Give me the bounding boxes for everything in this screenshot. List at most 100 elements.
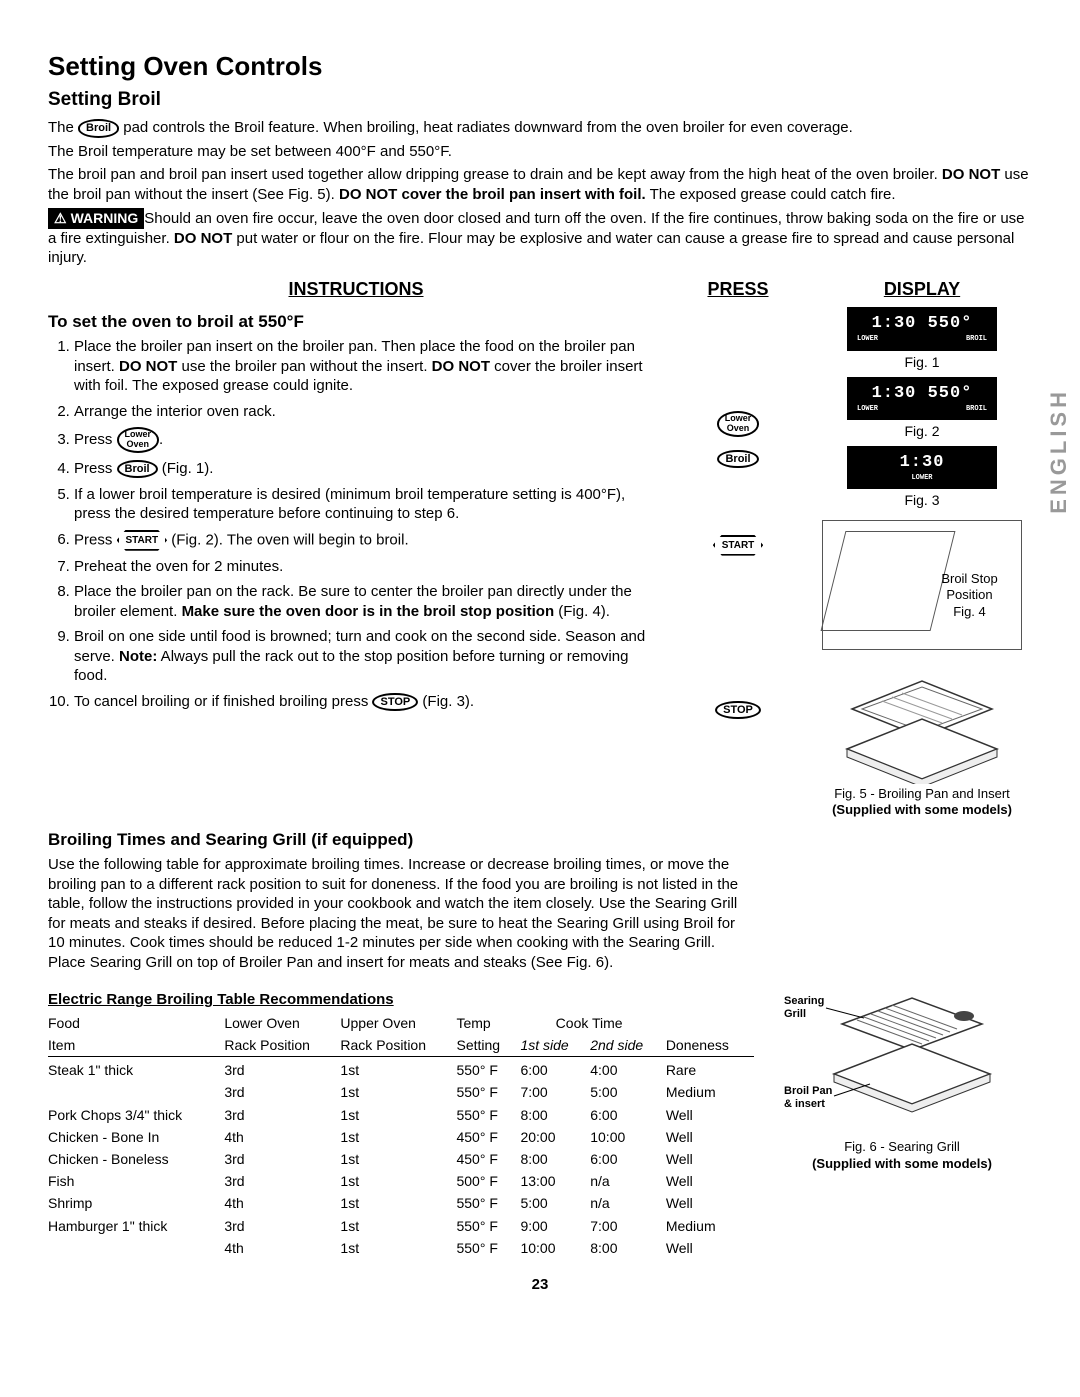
intro-p2: The Broil temperature may be set between… — [48, 142, 1032, 162]
fig6-caption: Fig. 6 - Searing Grill — [772, 1139, 1032, 1156]
table-cell: 3rd — [224, 1170, 340, 1192]
table-row: Pork Chops 3/4" thick3rd1st550° F8:006:0… — [48, 1104, 754, 1126]
intro-p3d: DO NOT cover the broil pan insert with f… — [339, 186, 646, 203]
step-1: Place the broiler pan insert on the broi… — [74, 337, 664, 396]
table-cell: Well — [666, 1170, 754, 1192]
fig4-caption: Fig. 4 — [953, 604, 986, 619]
section-title: Setting Broil — [48, 88, 1032, 113]
s10a: To cancel broiling or if finished broili… — [74, 693, 372, 710]
warning-badge: WARNING — [48, 208, 144, 228]
fig3-caption: Fig. 3 — [812, 491, 1032, 509]
th2-s2: 2nd side — [590, 1034, 666, 1057]
table-cell: 6:00 — [520, 1057, 590, 1082]
table-cell — [48, 1237, 224, 1259]
table-cell: 3rd — [224, 1215, 340, 1237]
s9b: Note: — [119, 648, 157, 665]
table-cell: 1st — [340, 1170, 456, 1192]
table-cell: 3rd — [224, 1104, 340, 1126]
th2-temp: Setting — [456, 1034, 520, 1057]
fig6-pan: Broil Pan — [784, 1085, 833, 1097]
d2-main: 1:30 550° — [851, 383, 993, 405]
fig6-illustration: Searing Grill Broil Pan & insert — [782, 984, 1022, 1134]
press-lower-oven-pad: Lower Oven — [717, 411, 760, 437]
th-lower: Lower Oven — [224, 1012, 340, 1034]
table-cell: 7:00 — [520, 1081, 590, 1103]
table-cell: 5:00 — [590, 1081, 666, 1103]
table-cell: 5:00 — [520, 1192, 590, 1214]
table-cell: 550° F — [456, 1237, 520, 1259]
table-cell: Fish — [48, 1170, 224, 1192]
step-2: Arrange the interior oven rack. — [74, 402, 664, 422]
step-6: Press START (Fig. 2). The oven will begi… — [74, 530, 664, 551]
fig6-grill: Grill — [784, 1008, 806, 1020]
d1-sub-r: BROIL — [966, 335, 987, 344]
table-cell: 550° F — [456, 1057, 520, 1082]
table-row: Hamburger 1" thick3rd1st550° F9:007:00Me… — [48, 1215, 754, 1237]
table-cell: 1st — [340, 1215, 456, 1237]
table-cell: 550° F — [456, 1104, 520, 1126]
s6a: Press — [74, 531, 117, 548]
th2-food: Item — [48, 1034, 224, 1057]
table-cell: 1st — [340, 1237, 456, 1259]
th-food: Food — [48, 1012, 224, 1034]
s1d: DO NOT — [432, 358, 490, 375]
table-row: Chicken - Bone In4th1st450° F20:0010:00W… — [48, 1126, 754, 1148]
press-start-pad: START — [713, 535, 764, 556]
s6b: (Fig. 2). The oven will begin to broil. — [167, 531, 409, 548]
broil-times-heading: Broiling Times and Searing Grill (if equ… — [48, 829, 1032, 851]
warning-block: WARNINGShould an oven fire occur, leave … — [48, 208, 1032, 268]
th2-upper: Rack Position — [340, 1034, 456, 1057]
d1-main: 1:30 550° — [851, 313, 993, 335]
stop-pad-inline: STOP — [372, 693, 418, 711]
table-cell: 1st — [340, 1148, 456, 1170]
fig5-illustration: Fig. 5 - Broiling Pan and Insert (Suppli… — [817, 664, 1027, 820]
press-heading: PRESS — [688, 278, 788, 301]
step-3: Press Lower Oven. — [74, 427, 664, 453]
page-number: 23 — [48, 1275, 1032, 1295]
step-4: Press Broil (Fig. 1). — [74, 459, 664, 479]
table-cell: Chicken - Bone In — [48, 1126, 224, 1148]
d1-sub-l: LOWER — [857, 335, 878, 344]
th2-lower: Rack Position — [224, 1034, 340, 1057]
step-7: Preheat the oven for 2 minutes. — [74, 557, 664, 577]
s4a: Press — [74, 460, 117, 477]
s3a: Press — [74, 431, 117, 448]
s8b: Make sure the oven door is in the broil … — [182, 603, 555, 620]
fig6-searing: Searing — [784, 995, 824, 1007]
table-cell: 1st — [340, 1081, 456, 1103]
table-cell: Hamburger 1" thick — [48, 1215, 224, 1237]
table-cell: 550° F — [456, 1192, 520, 1214]
broil-pad-inline: Broil — [78, 119, 119, 137]
table-row: 3rd1st550° F7:005:00Medium — [48, 1081, 754, 1103]
d2-sub-l: LOWER — [857, 405, 878, 414]
table-title: Electric Range Broiling Table Recommenda… — [48, 990, 754, 1010]
table-cell: 550° F — [456, 1081, 520, 1103]
instruction-list: Place the broiler pan insert on the broi… — [48, 337, 664, 711]
table-cell: Medium — [666, 1081, 754, 1103]
table-cell: 10:00 — [520, 1237, 590, 1259]
english-tab: ENGLISH — [1045, 388, 1074, 514]
table-cell: 1st — [340, 1192, 456, 1214]
table-row: Shrimp4th1st550° F5:00n/aWell — [48, 1192, 754, 1214]
d2-sub-r: BROIL — [966, 405, 987, 414]
broil-pad-step: Broil — [117, 460, 158, 478]
s3b: . — [159, 431, 163, 448]
table-row: 4th1st550° F10:008:00Well — [48, 1237, 754, 1259]
table-cell: n/a — [590, 1192, 666, 1214]
table-cell: Medium — [666, 1215, 754, 1237]
table-cell: 10:00 — [590, 1126, 666, 1148]
press-broil-pad: Broil — [717, 450, 758, 468]
s9c: Always pull the rack out to the stop pos… — [74, 648, 628, 685]
table-cell: 9:00 — [520, 1215, 590, 1237]
intro-p3e: The exposed grease could catch fire. — [646, 186, 896, 203]
table-cell: 4th — [224, 1126, 340, 1148]
step-5: If a lower broil temperature is desired … — [74, 485, 664, 524]
table-cell: 450° F — [456, 1126, 520, 1148]
intro-p1-post: pad controls the Broil feature. When bro… — [123, 119, 853, 136]
table-cell: 6:00 — [590, 1148, 666, 1170]
th2-done: Doneness — [666, 1034, 754, 1057]
fig5-caption: Fig. 5 - Broiling Pan and Insert — [817, 786, 1027, 803]
start-pad-inline: START — [117, 530, 168, 551]
fig4-label: Broil Stop Position — [941, 571, 997, 603]
intro-p3a: The broil pan and broil pan insert used … — [48, 166, 942, 183]
